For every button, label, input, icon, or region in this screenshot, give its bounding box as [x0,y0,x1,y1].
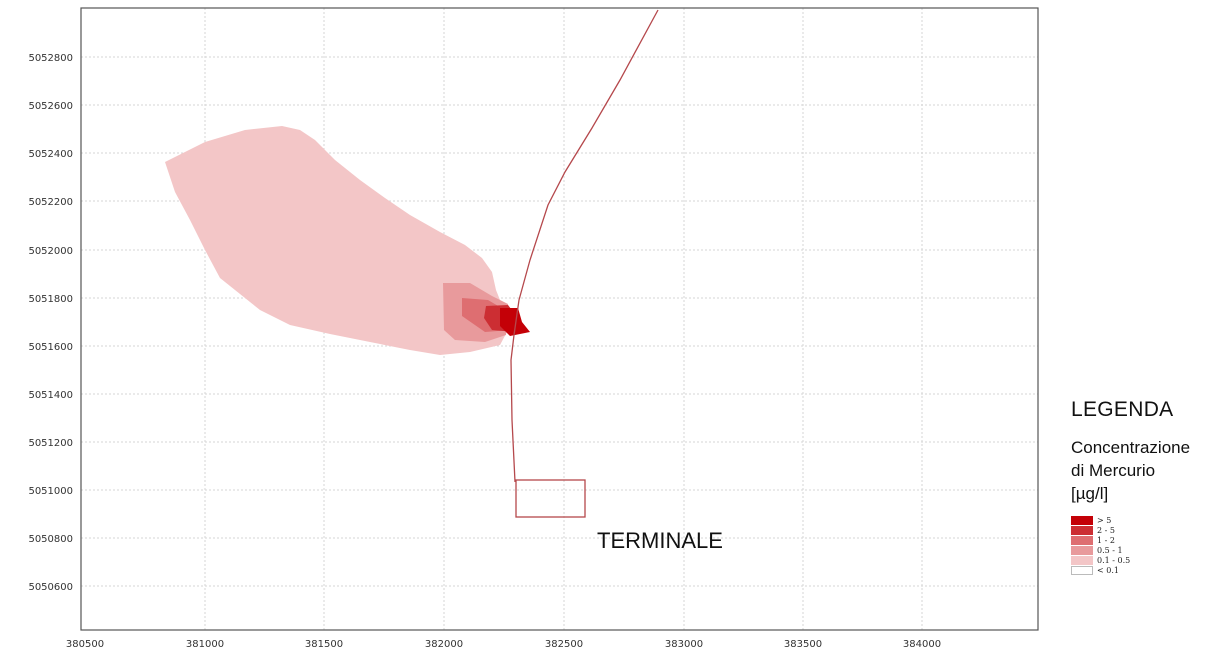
legend-swatch [1071,525,1093,535]
legend-unit: [µg/l] [1071,484,1109,503]
legend-swatch [1071,555,1093,565]
legend-item: < 0.1 [1071,565,1221,575]
y-tick-label: 5051200 [28,438,73,449]
x-tick-label: 381000 [186,639,224,650]
x-tick-label: 383000 [665,639,703,650]
legend-item-label: 0.5 - 1 [1097,545,1123,555]
y-tick-label: 5052200 [28,197,73,208]
y-axis: 5052800 5052600 5052400 5052200 5052000 … [28,53,73,593]
pipeline-route [510,9,659,483]
y-tick-label: 5051600 [28,342,73,353]
grid-lines [81,8,1038,630]
legend-item: 1 - 2 [1071,535,1221,545]
map-frame [80,7,1039,631]
legend-item-label: < 0.1 [1097,565,1119,575]
legend-item-label: 0.1 - 0.5 [1097,555,1131,565]
x-axis: 380500 381000 381500 382000 382500 38300… [66,639,941,650]
plume-0.1-0.5 [165,126,508,355]
x-tick-label: 382000 [425,639,463,650]
plume-gt-5 [500,308,530,336]
y-tick-label: 5051400 [28,390,73,401]
legend-subtitle: Concentrazione di Mercurio [µg/l] [1071,436,1221,505]
legend-item: > 5 [1071,515,1221,525]
x-tick-label: 383500 [784,639,822,650]
legend-item: 0.5 - 1 [1071,545,1221,555]
y-tick-label: 5052800 [28,53,73,64]
y-tick-label: 5050600 [28,582,73,593]
y-tick-label: 5052400 [28,149,73,160]
x-tick-label: 384000 [903,639,941,650]
x-tick-label: 381500 [305,639,343,650]
legend-subtitle-line: di Mercurio [1071,461,1156,480]
legend-item-label: 2 - 5 [1097,525,1115,535]
legend-item-label: > 5 [1097,515,1112,525]
y-tick-label: 5051800 [28,294,73,305]
legend-item-label: 1 - 2 [1097,535,1115,545]
legend-item: 2 - 5 [1071,525,1221,535]
legend-title: LEGENDA [1071,398,1174,421]
legend-item: 0.1 - 0.5 [1071,555,1221,565]
terminal-label: TERMINALE [597,528,723,553]
terminal-area [515,479,586,518]
y-tick-label: 5052600 [28,101,73,112]
legend-swatch [1071,545,1093,555]
y-tick-label: 5052000 [28,246,73,257]
x-tick-label: 380500 [66,639,104,650]
x-tick-label: 382500 [545,639,583,650]
legend-swatch [1071,565,1093,575]
legend-subtitle-line: Concentrazione [1071,438,1191,457]
legend-swatch [1071,515,1093,525]
y-tick-label: 5051000 [28,486,73,497]
y-tick-label: 5050800 [28,534,73,545]
legend-items: > 5 2 - 5 1 - 2 0.5 - 1 0.1 - 0.5 < 0.1 [1071,515,1221,575]
mercury-plume [165,126,530,355]
legend: LEGENDA Concentrazione di Mercurio [µg/l… [1071,398,1221,575]
legend-swatch [1071,535,1093,545]
